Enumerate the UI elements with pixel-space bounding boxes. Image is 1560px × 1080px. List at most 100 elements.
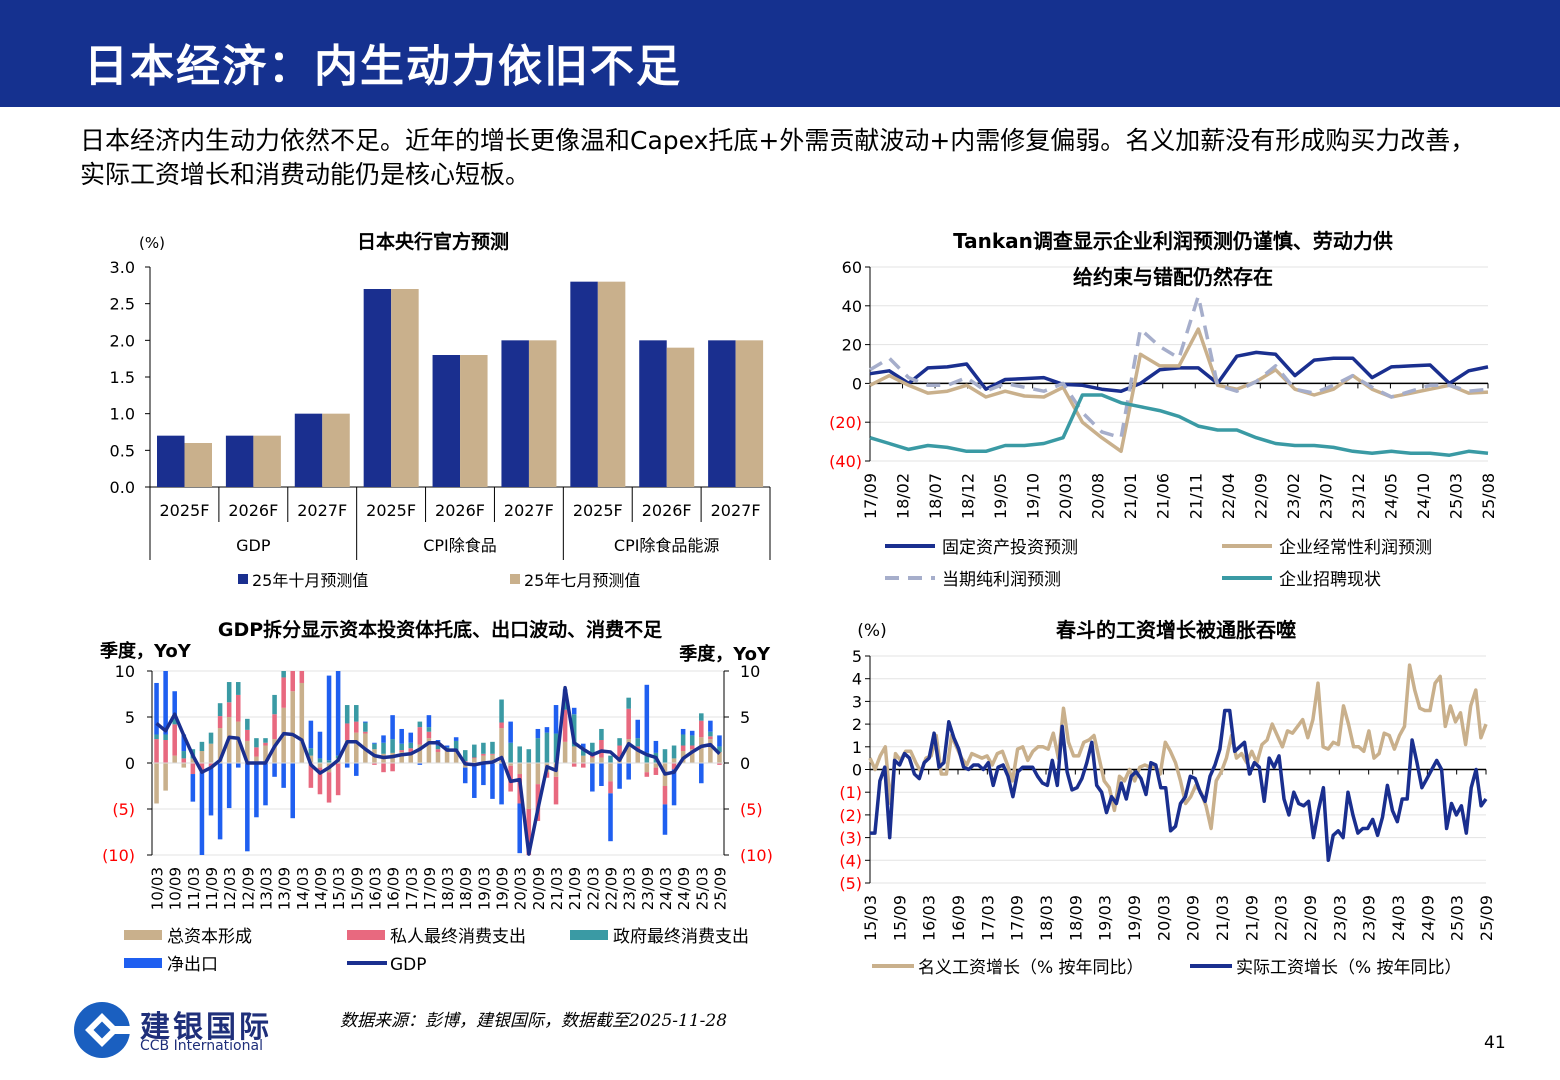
x-tick-label: 23/03 [1330, 895, 1349, 941]
y-tick-label: 0 [852, 374, 862, 393]
x-tick-label: 22/03 [1272, 895, 1291, 941]
bar-净出口 [626, 763, 631, 780]
bar-jul [735, 340, 764, 487]
series-line-企业经常性利润预测 [869, 327, 1489, 454]
bar-净出口 [644, 684, 650, 753]
bar-总资本形成 [344, 740, 350, 763]
x-tick-label: 16/03 [920, 895, 939, 941]
bar-总资本形成 [562, 741, 568, 763]
bar-总资本形成 [717, 751, 722, 763]
bar-净出口 [317, 731, 323, 759]
y-tick-label: 0 [852, 761, 862, 780]
x-tick-label: 19/09 [494, 867, 512, 910]
x-tick-label: 12/09 [239, 867, 257, 910]
bar-总资本形成 [399, 751, 404, 763]
logo-en: CCB International [140, 1038, 263, 1054]
legend-swatch [238, 574, 248, 584]
bar-总资本形成 [581, 755, 586, 763]
bar-净出口 [708, 720, 713, 732]
bar-净出口 [490, 763, 495, 799]
x-tick-label: 11/09 [203, 867, 221, 910]
bar-私人最终消费支出 [226, 702, 232, 717]
bar-总资本形成 [472, 758, 477, 763]
bar-净出口 [163, 671, 168, 735]
bar-总资本形成 [508, 763, 513, 766]
x-tick-label: 17/09 [1008, 895, 1027, 941]
x-tick-label: 23/02 [1284, 473, 1303, 519]
bar-政府最终消费支出 [644, 752, 650, 763]
bar-政府最终消费支出 [544, 732, 550, 763]
series-line-企业招聘现状 [869, 393, 1489, 457]
x-tick-label: 25/03 [693, 867, 711, 910]
bar-政府最终消费支出 [308, 748, 314, 756]
x-tick-label: 23/12 [1349, 473, 1368, 519]
bar-政府最终消费支出 [517, 746, 522, 763]
bar-净出口 [426, 715, 432, 728]
bar-净出口 [363, 721, 368, 723]
chart-title: 给约束与错配仍然存在 [1073, 265, 1273, 289]
bar-总资本形成 [272, 739, 277, 763]
y-tick-label-right: (5) [740, 800, 763, 819]
chart-title: Tankan调查显示企业利润预测仍谨慎、劳动力供 [953, 229, 1393, 253]
bar-政府最终消费支出 [326, 760, 332, 763]
bar-私人最终消费支出 [381, 763, 386, 773]
bar-政府最终消费支出 [235, 682, 241, 695]
bar-总资本形成 [208, 743, 214, 763]
x-tick-label: 2027F [711, 501, 761, 520]
bar-私人最终消费支出 [626, 708, 631, 740]
bar-政府最终消费支出 [671, 745, 677, 759]
y-tick-label-left: 5 [125, 708, 135, 727]
bar-总资本形成 [644, 763, 650, 773]
bar-政府最终消费支出 [390, 739, 395, 753]
x-tick-label: 18/09 [1066, 895, 1085, 941]
bar-总资本形成 [571, 746, 577, 763]
bar-政府最终消费支出 [635, 738, 641, 747]
bar-私人最终消费支出 [708, 736, 713, 740]
bar-政府最终消费支出 [417, 721, 423, 728]
x-tick-label: 10/09 [167, 867, 185, 910]
legend-label: 25年十月预测值 [252, 571, 368, 590]
y-tick-label-left: (5) [112, 800, 135, 819]
x-tick-label: 2027F [297, 501, 347, 520]
y-tick-label-right: (10) [740, 846, 773, 865]
bar-私人最终消费支出 [571, 763, 577, 767]
x-tick-label: 20/03 [1056, 473, 1075, 519]
y-axis-label-left: 季度，YoY [100, 640, 192, 662]
bar-政府最终消费支出 [344, 705, 350, 724]
bar-私人最终消费支出 [653, 767, 659, 775]
bar-总资本形成 [626, 739, 631, 763]
x-tick-label: 2026F [228, 501, 278, 520]
bar-净出口 [662, 804, 668, 835]
bar-政府最终消费支出 [717, 746, 722, 752]
bar-净出口 [462, 767, 468, 784]
bar-jul [666, 347, 695, 487]
bar-政府最终消费支出 [426, 727, 432, 732]
bar-政府最终消费支出 [599, 728, 604, 740]
bar-净出口 [354, 763, 359, 776]
y-tick-label-left: 0 [125, 754, 135, 773]
bar-总资本形成 [590, 757, 595, 763]
legend-label: GDP [390, 955, 427, 975]
bar-总资本形成 [217, 728, 223, 763]
bar-政府最终消费支出 [181, 751, 187, 759]
y-tick-label: (1) [839, 783, 862, 802]
bar-总资本形成 [172, 755, 177, 763]
bar-私人最终消费支出 [245, 729, 250, 741]
bar-私人最终消费支出 [499, 722, 504, 729]
bar-私人最终消费支出 [263, 742, 268, 746]
y-tick-label: 2 [852, 715, 862, 734]
x-tick-label: 17/03 [978, 895, 997, 941]
x-tick-label: 14/09 [312, 867, 330, 910]
y-tick-label: 60 [842, 258, 862, 277]
x-tick-label: 24/09 [1418, 895, 1437, 941]
bar-净出口 [390, 715, 395, 740]
bar-私人最终消费支出 [335, 763, 341, 796]
x-tick-label: 15/03 [861, 895, 880, 941]
y-tick-label: (3) [839, 829, 862, 848]
bar-净出口 [226, 763, 232, 809]
bar-净出口 [444, 745, 450, 748]
x-tick-label: 2026F [435, 501, 485, 520]
bar-政府最终消费支出 [608, 755, 613, 763]
page-number: 41 [1484, 1033, 1506, 1053]
